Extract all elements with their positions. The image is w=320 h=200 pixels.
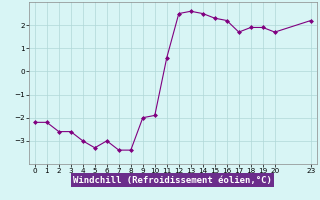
- X-axis label: Windchill (Refroidissement éolien,°C): Windchill (Refroidissement éolien,°C): [73, 176, 272, 185]
